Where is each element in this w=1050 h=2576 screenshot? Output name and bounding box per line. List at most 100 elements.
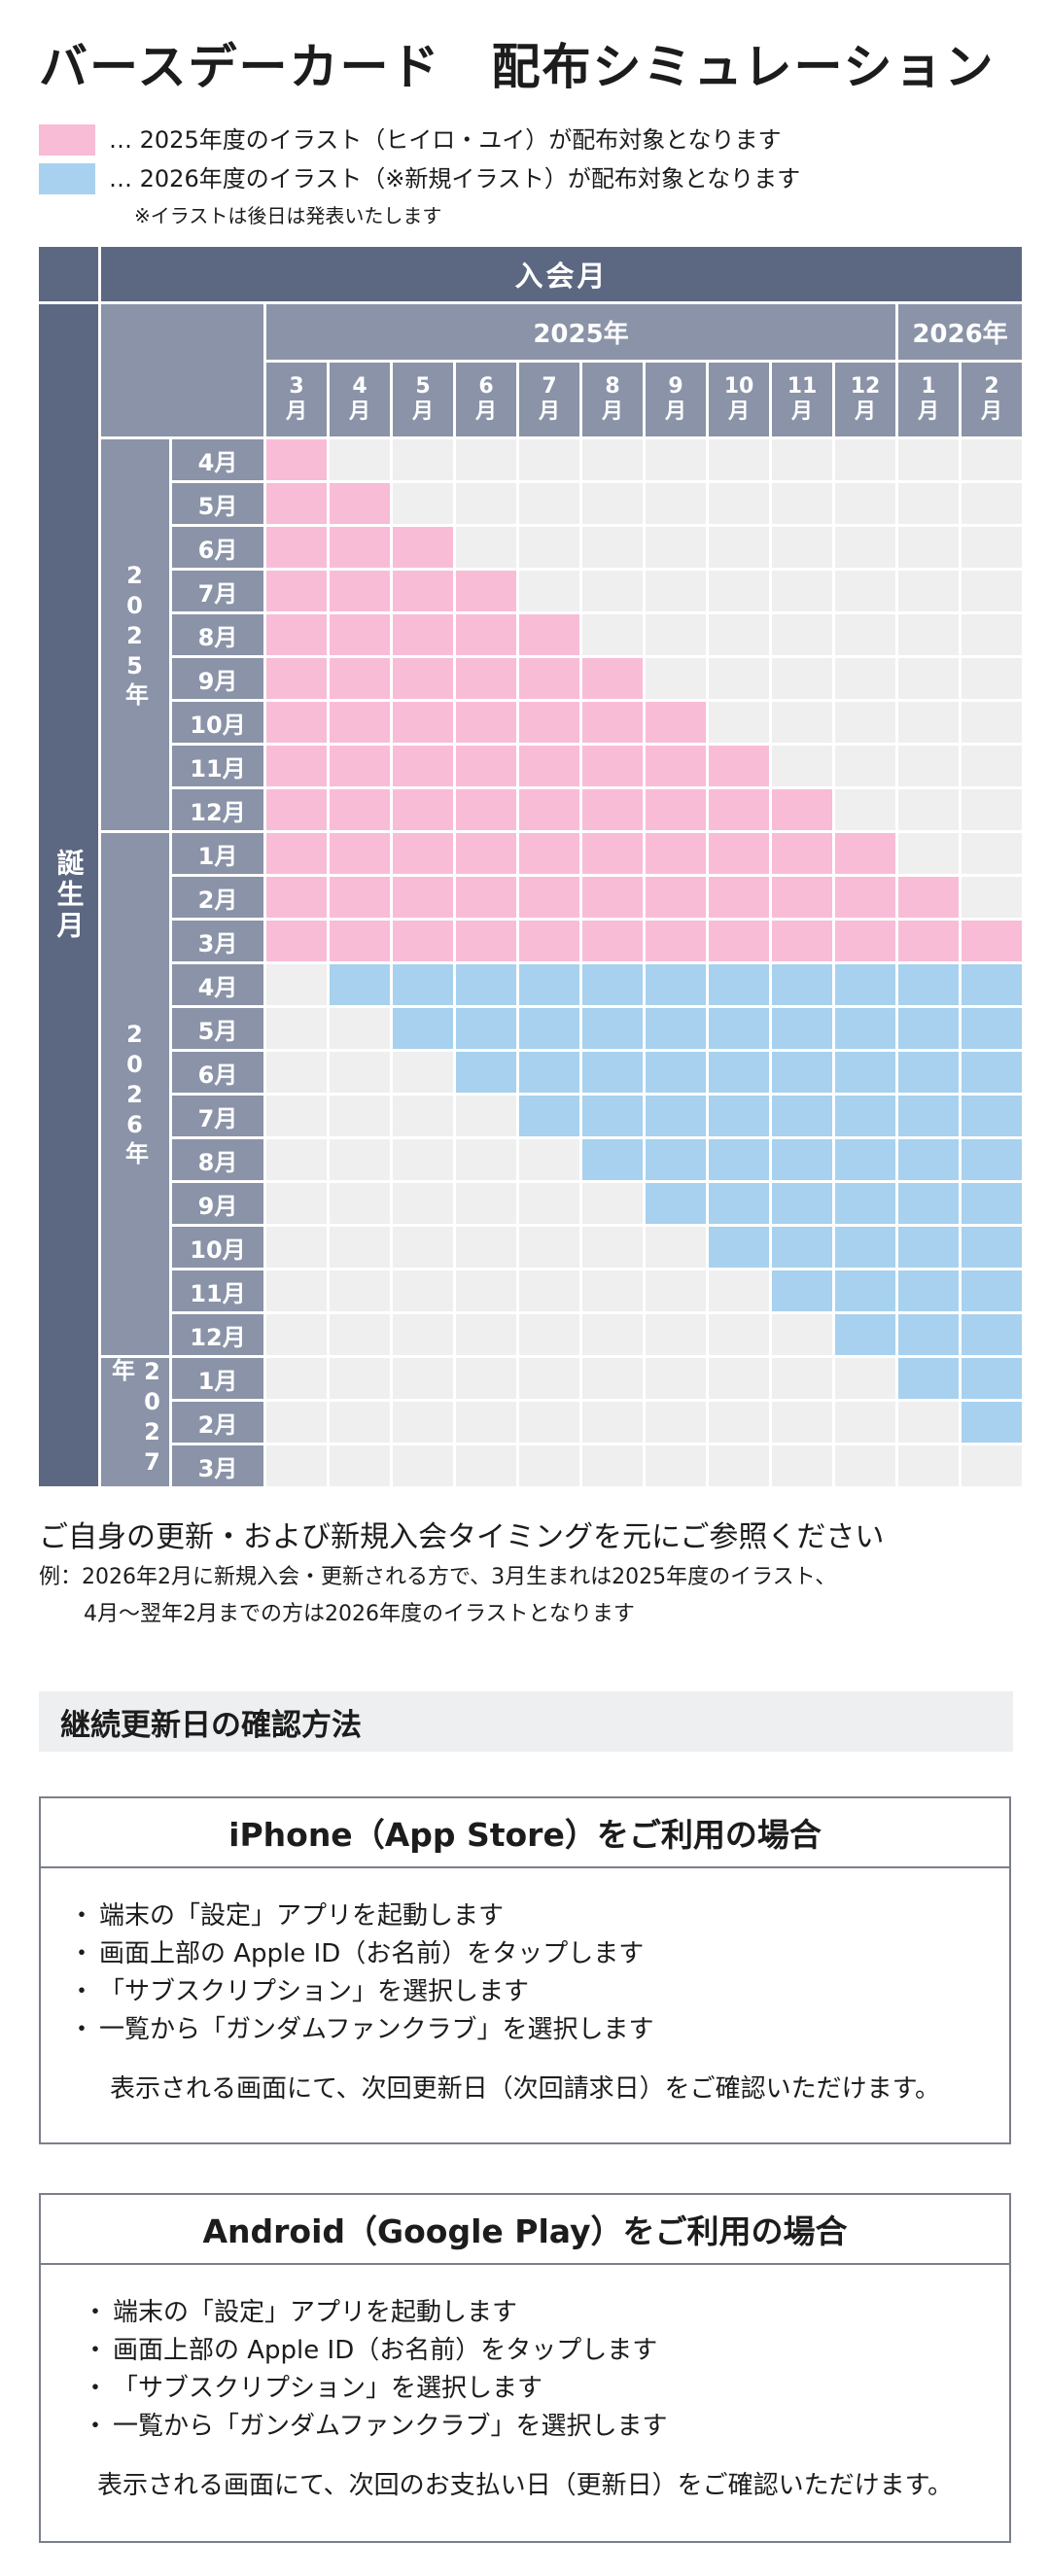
cell-empty bbox=[962, 483, 1022, 524]
cell-2025-illustration bbox=[330, 789, 390, 830]
legend-note: ※イラストは後日は発表いたします bbox=[134, 204, 442, 227]
cell-empty bbox=[519, 1271, 579, 1311]
cell-2025-illustration bbox=[393, 614, 453, 655]
cell-2025-illustration bbox=[456, 702, 516, 743]
cell-empty bbox=[330, 439, 390, 480]
cell-2026-illustration bbox=[835, 964, 895, 1005]
cell-empty bbox=[393, 483, 453, 524]
cell-2026-illustration bbox=[962, 964, 1022, 1005]
cell-empty bbox=[898, 746, 959, 786]
cell-2026-illustration bbox=[519, 1008, 579, 1049]
birth-month-label: 8月 bbox=[172, 614, 263, 655]
iphone-box-footer: 表示される画面にて、次回更新日（次回請求日）をご確認いただけます。 bbox=[109, 2074, 941, 2104]
iphone-box: iPhone（App Store）をご利用の場合 ・端末の「設定」アプリを起動し… bbox=[39, 1796, 1011, 2144]
cell-empty bbox=[266, 1139, 327, 1180]
cell-empty bbox=[456, 1096, 516, 1136]
cell-empty bbox=[772, 1314, 832, 1355]
birth-month-label: 12月 bbox=[172, 1314, 263, 1355]
cell-empty bbox=[582, 1314, 643, 1355]
cell-2026-illustration bbox=[582, 1052, 643, 1093]
cell-2026-illustration bbox=[646, 1008, 706, 1049]
legend-item-2025: … 2025年度のイラスト（ヒイロ・ユイ）が配布対象となります bbox=[39, 124, 782, 156]
birth-year-header: 2027年 bbox=[101, 1358, 169, 1486]
cell-2026-illustration bbox=[709, 1008, 769, 1049]
cell-empty bbox=[582, 571, 643, 611]
cell-empty bbox=[709, 1314, 769, 1355]
cell-empty bbox=[393, 1271, 453, 1311]
cell-2026-illustration bbox=[772, 1052, 832, 1093]
cell-2026-illustration bbox=[772, 1096, 832, 1136]
cell-empty bbox=[582, 439, 643, 480]
birth-month-label: 6月 bbox=[172, 527, 263, 568]
birth-year-header: 2026年 bbox=[101, 833, 169, 1355]
cell-2025-illustration bbox=[582, 833, 643, 874]
cell-empty bbox=[962, 614, 1022, 655]
legend-swatch-pink bbox=[39, 124, 95, 156]
cell-empty bbox=[330, 1314, 390, 1355]
cell-2025-illustration bbox=[582, 877, 643, 918]
cell-2026-illustration bbox=[835, 1139, 895, 1180]
birth-month-label: 7月 bbox=[172, 1096, 263, 1136]
cell-empty bbox=[519, 571, 579, 611]
cell-2026-illustration bbox=[898, 1008, 959, 1049]
cell-empty bbox=[393, 1445, 453, 1486]
guide-example-cont: 4月～翌年2月までの方は2026年度のイラストとなります bbox=[84, 1602, 635, 1626]
cell-2026-illustration bbox=[772, 964, 832, 1005]
cell-empty bbox=[962, 527, 1022, 568]
step-text: 画面上部の Apple ID（お名前）をタップします bbox=[113, 2336, 658, 2365]
cell-empty bbox=[898, 789, 959, 830]
birth-year-label: 2027年 bbox=[107, 1358, 166, 1479]
cell-2026-illustration bbox=[709, 1052, 769, 1093]
cell-2026-illustration bbox=[709, 1183, 769, 1224]
guide-example: 例：2026年2月に新規入会・更新される方で、3月生まれは2025年度のイラスト… bbox=[39, 1565, 837, 1589]
cell-2025-illustration bbox=[772, 877, 832, 918]
birth-month-label: 12月 bbox=[172, 789, 263, 830]
cell-2026-illustration bbox=[962, 1052, 1022, 1093]
bullet: ・ bbox=[68, 1977, 94, 2006]
birth-month-label: 9月 bbox=[172, 1183, 263, 1224]
legend-item-2026: … 2026年度のイラスト（※新規イラスト）が配布対象となります bbox=[39, 163, 800, 194]
cell-empty bbox=[898, 527, 959, 568]
iphone-steps: ・端末の「設定」アプリを起動します ・画面上部の Apple ID（お名前）をタ… bbox=[41, 1868, 1009, 2049]
cell-2025-illustration bbox=[266, 483, 327, 524]
cell-empty bbox=[646, 614, 706, 655]
cell-2025-illustration bbox=[330, 614, 390, 655]
cell-empty bbox=[393, 1096, 453, 1136]
cell-2025-illustration bbox=[393, 571, 453, 611]
cell-2026-illustration bbox=[898, 1139, 959, 1180]
list-item: ・端末の「設定」アプリを起動します bbox=[78, 2294, 1009, 2332]
cell-2026-illustration bbox=[393, 1008, 453, 1049]
cell-empty bbox=[456, 483, 516, 524]
table-corner bbox=[39, 247, 98, 301]
cell-empty bbox=[646, 571, 706, 611]
cell-2026-illustration bbox=[962, 1183, 1022, 1224]
cell-2026-illustration bbox=[709, 1139, 769, 1180]
cell-2025-illustration bbox=[266, 921, 327, 961]
cell-2025-illustration bbox=[582, 921, 643, 961]
cell-empty bbox=[646, 1227, 706, 1268]
cell-2025-illustration bbox=[266, 614, 327, 655]
cell-2026-illustration bbox=[582, 1139, 643, 1180]
join-year-header: 2026年 bbox=[898, 304, 1022, 360]
cell-empty bbox=[646, 527, 706, 568]
cell-2026-illustration bbox=[709, 1227, 769, 1268]
cell-2025-illustration bbox=[519, 877, 579, 918]
cell-2026-illustration bbox=[456, 1052, 516, 1093]
birth-month-label: 10月 bbox=[172, 702, 263, 743]
cell-2026-illustration bbox=[772, 1008, 832, 1049]
cell-empty bbox=[709, 702, 769, 743]
birth-month-header-label: 誕生月 bbox=[52, 849, 86, 942]
step-text: 「サブスクリプション」を選択します bbox=[113, 2374, 543, 2403]
list-item: ・端末の「設定」アプリを起動します bbox=[64, 1897, 1009, 1935]
cell-2025-illustration bbox=[330, 571, 390, 611]
cell-empty bbox=[266, 1314, 327, 1355]
cell-empty bbox=[456, 1227, 516, 1268]
birth-month-label: 1月 bbox=[172, 833, 263, 874]
cell-2025-illustration bbox=[646, 833, 706, 874]
list-item: ・画面上部の Apple ID（お名前）をタップします bbox=[64, 1935, 1009, 1973]
cell-empty bbox=[898, 571, 959, 611]
cell-2025-illustration bbox=[456, 658, 516, 699]
cell-2025-illustration bbox=[772, 833, 832, 874]
step-text: 端末の「設定」アプリを起動します bbox=[113, 2298, 518, 2327]
